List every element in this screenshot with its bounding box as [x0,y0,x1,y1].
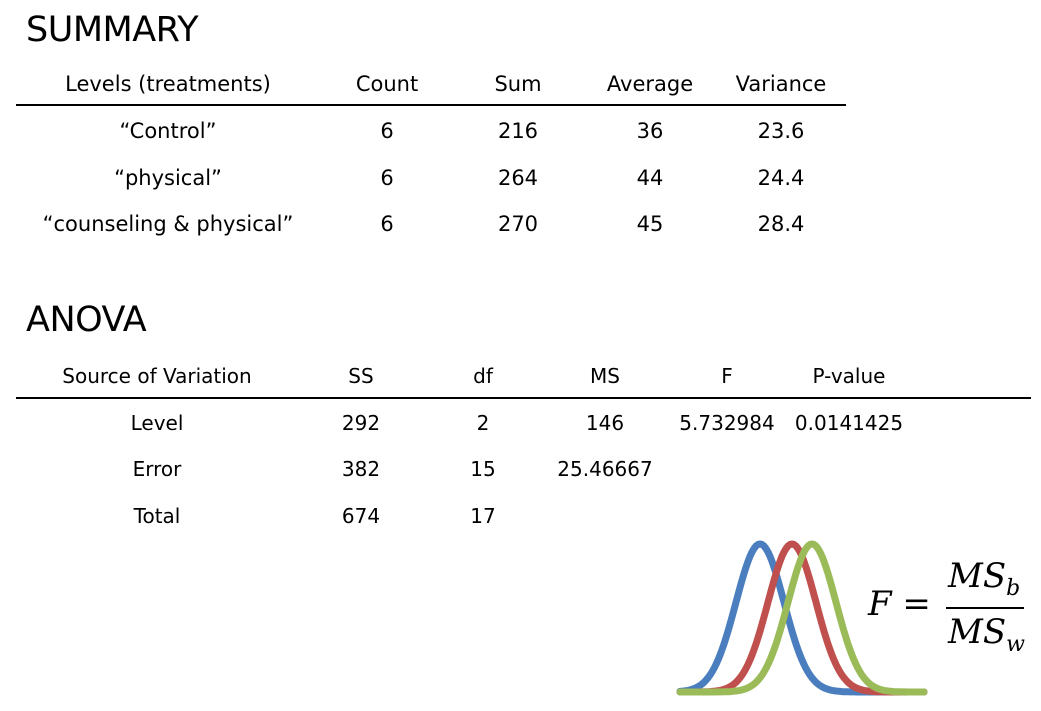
distribution-curves-illustration [676,540,928,696]
anova-header-rule [16,397,1031,399]
formula-denominator: MSw [948,612,1025,657]
anova-header-source: Source of Variation [62,364,252,388]
summary-header-variance: Variance [735,72,827,96]
anova-header-df: df [473,364,493,388]
summary-cell-level: “Control” [119,119,217,143]
summary-cell-count: 6 [380,166,394,190]
summary-cell-variance: 28.4 [757,212,805,236]
summary-cell-sum: 216 [497,119,539,143]
formula-fraction-bar [946,607,1024,609]
f-ratio-formula: F = MSb MSw [868,556,1038,666]
anova-cell-source: Level [130,411,184,435]
anova-cell-ms: 146 [585,411,625,435]
summary-cell-sum: 270 [497,212,539,236]
anova-cell-ss: 674 [341,504,381,528]
anova-header-pvalue: P-value [812,364,886,388]
anova-cell-ss: 292 [341,411,381,435]
anova-cell-source: Error [132,457,182,481]
summary-header-sum: Sum [494,72,542,96]
summary-cell-variance: 23.6 [757,119,805,143]
summary-title: SUMMARY [26,10,199,50]
anova-cell-ms: 25.46667 [557,457,653,481]
summary-cell-average: 45 [636,212,664,236]
summary-header-rule [16,104,846,106]
anova-cell-f: 5.732984 [679,411,775,435]
summary-cell-level: “physical” [114,166,222,190]
curve-green [676,540,928,696]
summary-header-average: Average [606,72,694,96]
anova-header-ss: SS [348,364,374,388]
summary-cell-variance: 24.4 [757,166,805,190]
anova-cell-df: 17 [470,504,496,528]
anova-cell-pvalue: 0.0141425 [794,411,904,435]
summary-header-count: Count [355,72,419,96]
formula-numerator: MSb [948,556,1021,601]
anova-title: ANOVA [26,300,147,340]
anova-cell-df: 2 [476,411,490,435]
summary-cell-count: 6 [380,212,394,236]
formula-lhs: F = [868,584,931,624]
summary-cell-average: 36 [636,119,664,143]
anova-cell-ss: 382 [341,457,381,481]
anova-header-f: F [721,364,733,388]
summary-cell-level: “counseling & physical” [42,212,294,236]
summary-header-levels: Levels (treatments) [65,72,271,96]
anova-cell-df: 15 [470,457,496,481]
summary-cell-count: 6 [380,119,394,143]
anova-header-ms: MS [590,364,620,388]
anova-cell-source: Total [133,504,181,528]
summary-cell-average: 44 [636,166,664,190]
summary-cell-sum: 264 [497,166,539,190]
